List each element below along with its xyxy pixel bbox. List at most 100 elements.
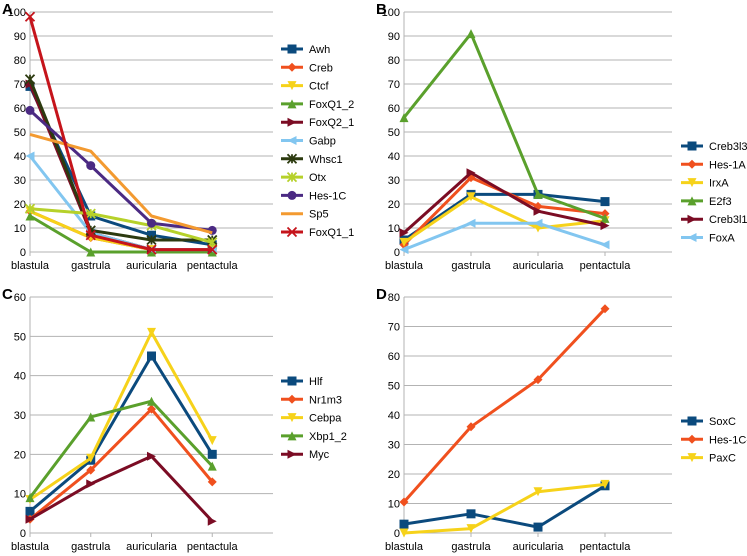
- series-cebpa-point: [147, 327, 156, 337]
- series-soxc-line: [403, 484, 606, 529]
- y-tick-label: 0: [20, 247, 26, 259]
- series-paxc-point: [600, 479, 610, 489]
- legend-foxq2-1-label: FoxQ2_1: [309, 117, 354, 129]
- legend-foxa: FoxA: [681, 233, 735, 245]
- series-irxa-point: [466, 192, 476, 202]
- legend-hlf: Hlf: [281, 376, 323, 388]
- legend-foxq2-1-marker: [287, 117, 297, 127]
- legend-hlf-marker: [287, 376, 297, 386]
- legend-creb3l1-label: Creb3l1: [709, 214, 747, 226]
- series-hlf-point: [25, 506, 35, 516]
- y-tick-label: 80: [14, 55, 26, 67]
- legend-nr1m3-marker: [287, 394, 297, 404]
- series-e2f3-point: [600, 213, 610, 223]
- series-hes-1c-point: [86, 161, 96, 171]
- y-tick-label: 80: [388, 55, 400, 67]
- y-tick-label: 50: [14, 127, 26, 139]
- series-creb3l1-line: [402, 171, 606, 234]
- panel-c-legend: Hlf Nr1m3 Cebpa Xbp1_2 Myc: [281, 376, 347, 461]
- legend-creb3l3: Creb3l3: [681, 141, 747, 153]
- legend-foxq1-1: FoxQ1_1: [281, 226, 354, 239]
- legend-paxc-marker: [687, 453, 697, 463]
- series-whsc1-point: [146, 234, 157, 246]
- x-tick-label: blastula: [385, 260, 424, 272]
- legend-irxa-label: IrxA: [709, 178, 729, 190]
- legend-soxc-marker: [687, 416, 697, 426]
- legend-creb3l1: Creb3l1: [681, 214, 747, 226]
- legend-otx: Otx: [281, 171, 327, 184]
- legend-creb3l3-label: Creb3l3: [709, 141, 747, 153]
- series-xbp1-2-point: [207, 461, 217, 471]
- legend-foxq1-1-label: FoxQ1_1: [309, 227, 354, 239]
- x-tick-label: pentactula: [187, 260, 239, 272]
- panel-d: 0 10 20 30 40 50 60 70 80 blastula gastrula auricul…: [376, 286, 747, 553]
- legend-creb3l1-marker: [687, 214, 697, 224]
- legend-gabp: Gabp: [281, 136, 336, 148]
- legend-hes-1a-marker: [687, 159, 697, 169]
- y-tick-label: 40: [388, 151, 400, 163]
- y-tick-label: 0: [394, 528, 400, 540]
- y-tick-label: 100: [8, 7, 26, 19]
- series-creb3l1-point: [399, 228, 409, 238]
- series-sp5: [29, 132, 213, 235]
- legend-whsc1-label: Whsc1: [309, 154, 343, 166]
- series-foxq1-1-point: [146, 244, 157, 255]
- legend-paxc: PaxC: [681, 453, 736, 465]
- series-creb3l1-point: [600, 221, 610, 231]
- legend-hes-1c-like: Hes-1C-like: [681, 434, 747, 446]
- series-hes-1c-point: [25, 105, 35, 115]
- legend-hes-1c-marker: [287, 190, 297, 200]
- x-tick-label: auricularia: [513, 260, 565, 272]
- series-whsc1-line: [28, 78, 213, 242]
- legend-sp5-label: Sp5: [309, 209, 329, 221]
- series-gabp-point: [25, 151, 35, 161]
- series-hlf-line: [29, 354, 214, 513]
- series-e2f3-line: [402, 32, 606, 220]
- y-tick-label: 30: [14, 175, 26, 187]
- legend-myc: Myc: [281, 449, 330, 461]
- series-xbp1-2-point: [147, 396, 156, 406]
- legend-awh-label: Awh: [309, 44, 330, 56]
- y-tick-label: 30: [14, 410, 26, 422]
- y-tick-label: 50: [388, 381, 400, 393]
- legend-nr1m3: Nr1m3: [281, 394, 342, 406]
- y-tick-label: 0: [394, 247, 400, 259]
- x-tick-label: gastrula: [71, 541, 111, 553]
- series-foxa-point: [466, 218, 476, 228]
- y-tick-label: 60: [14, 292, 26, 304]
- series-foxq1-1-point: [207, 244, 218, 255]
- series-foxq1-2-point: [86, 247, 96, 257]
- series-xbp1-2: [25, 396, 217, 503]
- series-otx-point: [85, 208, 96, 219]
- series-hes-1c-like-point: [466, 422, 476, 432]
- series-xbp1-2-point: [86, 412, 96, 422]
- legend-awh-marker: [287, 44, 297, 54]
- legend-ctcf: Ctcf: [281, 81, 330, 93]
- series-hes-1c-like-point: [399, 497, 409, 507]
- series-foxq1-2-point: [147, 247, 156, 257]
- x-tick-label: blastula: [11, 260, 50, 272]
- y-tick-label: 60: [14, 103, 26, 115]
- series-cebpa-point: [207, 436, 217, 446]
- series-whsc1-point: [24, 74, 36, 85]
- series-foxq1-1-line: [28, 16, 213, 252]
- series-hes-1c-like-point: [533, 375, 543, 385]
- legend-hes-1c-label: Hes-1C: [309, 190, 346, 202]
- series-xbp1-2-line: [28, 399, 214, 499]
- legend-xbp1-2-label: Xbp1_2: [309, 431, 347, 443]
- panel-b-legend: Creb3l3 Hes-1A IrxA E2f3 Creb3l1 FoxA: [681, 141, 747, 245]
- series-paxc-point: [533, 487, 543, 497]
- legend-paxc-label: PaxC: [709, 453, 736, 465]
- series-foxa-point: [533, 218, 543, 228]
- panel-c: 0 10 20 30 40 50 60 blastula gastrula auricularia…: [2, 286, 347, 553]
- series-e2f3-point: [533, 189, 543, 199]
- legend-foxq1-2: FoxQ1_2: [281, 99, 354, 111]
- legend-foxa-label: FoxA: [709, 233, 735, 245]
- series-e2f3-point: [466, 29, 476, 39]
- legend-myc-marker: [287, 449, 297, 459]
- legend-otx-marker: [286, 171, 298, 183]
- y-tick-label: 0: [20, 528, 26, 540]
- series-soxc-point: [399, 519, 409, 529]
- legend-hes-1c-like-label: Hes-1C-like: [709, 434, 747, 446]
- y-tick-label: 70: [14, 79, 26, 91]
